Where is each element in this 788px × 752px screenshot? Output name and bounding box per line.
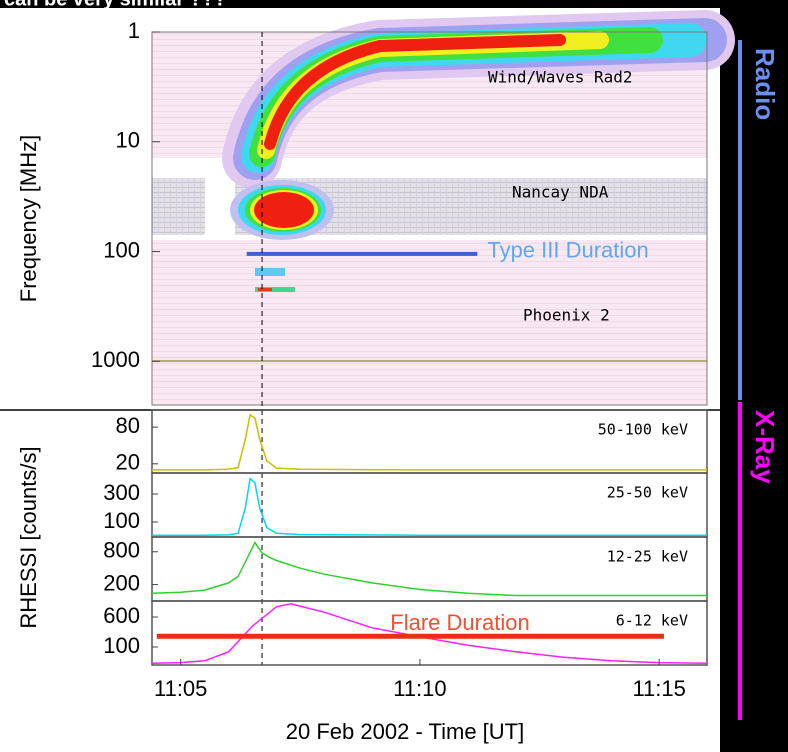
y-tick-label: 10 [116,128,140,153]
y-tick-label: 100 [103,508,140,533]
y-tick-label: 80 [116,413,140,438]
duration-label: Type III Duration [487,238,648,263]
x-axis-label: 20 Feb 2002 - Time [UT] [286,719,524,744]
light-curve [152,477,708,537]
light-curve [152,413,707,471]
energy-label: 25-50 keV [607,484,688,502]
y-tick-label: 1 [128,18,140,43]
x-tick-label: 11:05 [154,676,207,701]
panel-frame [151,600,708,666]
y-tick-label: 20 [116,450,140,475]
energy-label: 6-12 keV [616,612,688,630]
y-tick-label: 200 [103,570,140,595]
duration-label: Flare Duration [390,610,529,635]
x-tick-label: 11:10 [393,676,446,701]
y-tick-label: 100 [103,237,140,262]
y-tick-label: 300 [103,480,140,505]
light-curve [151,603,708,664]
side-label: X-Ray [750,410,780,484]
header-text: can be very similar ??? [4,0,226,10]
x-tick-label: 11:15 [632,676,685,701]
energy-label: 12-25 keV [607,548,688,566]
y-tick-label: 600 [103,603,140,628]
y-tick-label: 100 [103,633,140,658]
y-axis-label: Frequency [MHz] [16,135,41,303]
annotation: Wind/Waves Rad2 [488,68,633,87]
annotation: Nancay NDA [512,183,609,202]
light-curve [151,541,707,597]
annotation: Phoenix 2 [523,306,610,325]
y-axis-label: RHESSI [counts/s] [16,446,41,628]
y-tick-label: 1000 [91,347,140,372]
side-label: Radio [750,48,780,120]
energy-label: 50-100 keV [598,421,688,439]
spectrogram-frame [151,31,708,406]
y-tick-label: 800 [103,538,140,563]
spectrogram [152,10,735,405]
